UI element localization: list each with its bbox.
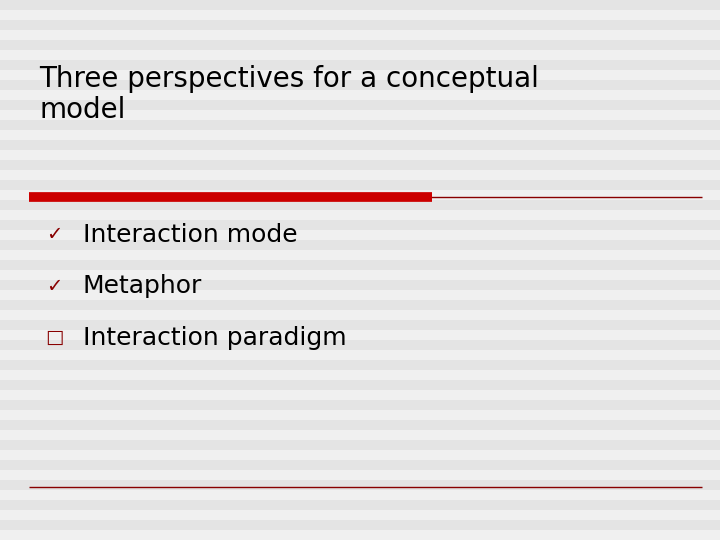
Bar (0, 390, 720, 400)
Bar (0, 60, 720, 70)
Bar (0, 350, 720, 360)
Bar (0, 290, 720, 300)
Bar (0, 310, 720, 320)
Bar (0, 240, 720, 250)
Bar (0, 150, 720, 160)
Text: Metaphor: Metaphor (83, 274, 202, 298)
Bar (0, 30, 720, 40)
Bar (0, 210, 720, 220)
Bar (0, 180, 720, 190)
Bar (0, 200, 720, 210)
Bar (0, 380, 720, 390)
Bar (0, 410, 720, 420)
Bar (0, 400, 720, 410)
Bar (0, 40, 720, 50)
Bar (0, 430, 720, 440)
Bar (0, 170, 720, 180)
Bar (0, 160, 720, 170)
Bar (0, 50, 720, 60)
Text: Interaction mode: Interaction mode (83, 223, 297, 247)
Bar (0, 530, 720, 540)
Text: Interaction paradigm: Interaction paradigm (83, 326, 346, 349)
Bar (0, 0, 720, 10)
Bar (0, 360, 720, 370)
Bar (0, 250, 720, 260)
Bar (0, 190, 720, 200)
Bar (0, 450, 720, 460)
Bar (0, 470, 720, 480)
Bar (0, 490, 720, 500)
Bar (0, 480, 720, 490)
Bar (0, 340, 720, 350)
Bar (0, 70, 720, 80)
Bar (0, 130, 720, 140)
Bar (0, 140, 720, 150)
Bar (0, 90, 720, 100)
Bar (0, 460, 720, 470)
Bar (0, 10, 720, 20)
Bar (0, 520, 720, 530)
Bar (0, 110, 720, 120)
Text: □: □ (45, 328, 63, 347)
Bar (0, 100, 720, 110)
Bar (0, 500, 720, 510)
Text: ✓: ✓ (46, 276, 62, 296)
Bar (0, 510, 720, 520)
Bar (0, 440, 720, 450)
Bar (0, 320, 720, 330)
Bar (0, 370, 720, 380)
Bar (0, 220, 720, 230)
Bar (0, 120, 720, 130)
Bar (0, 420, 720, 430)
Bar (0, 260, 720, 270)
Bar (0, 280, 720, 290)
Bar (0, 20, 720, 30)
Bar (0, 230, 720, 240)
Text: Three perspectives for a conceptual
model: Three perspectives for a conceptual mode… (40, 65, 539, 124)
Bar (0, 270, 720, 280)
Bar (0, 80, 720, 90)
Bar (0, 300, 720, 310)
Bar (0, 330, 720, 340)
Text: ✓: ✓ (46, 225, 62, 245)
